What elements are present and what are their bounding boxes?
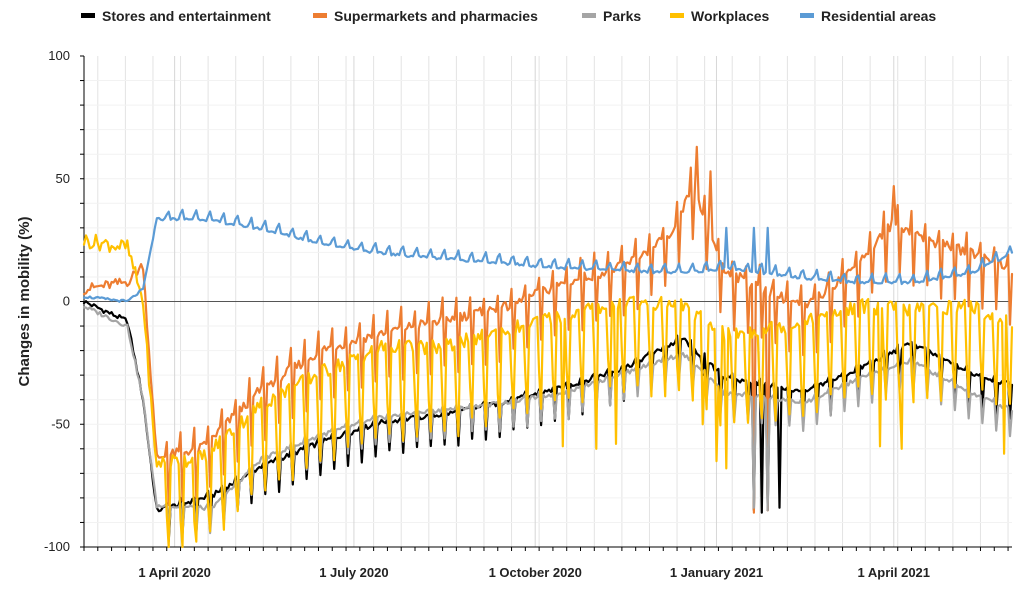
x-tick-label: 1 July 2020 — [319, 565, 388, 580]
y-axis-title-group: Changes in mobility (%) — [16, 216, 33, 386]
y-tick-label: -100 — [44, 539, 70, 554]
y-axis-title: Changes in mobility (%) — [16, 216, 33, 386]
y-tick-label: 100 — [48, 48, 70, 63]
x-tick-label: 1 April 2021 — [858, 565, 931, 580]
series-line — [82, 233, 1014, 549]
x-tick-label: 1 October 2020 — [489, 565, 582, 580]
legend-label: Residential areas — [821, 8, 936, 24]
legend-swatch — [800, 13, 814, 18]
legend: Stores and entertainment Supermarkets and… — [81, 8, 936, 24]
x-tick-label: 1 January 2021 — [670, 565, 763, 580]
y-tick-label: -50 — [51, 416, 70, 431]
series-lines — [82, 145, 1014, 549]
legend-swatch — [670, 13, 684, 18]
y-tick-label: 50 — [56, 171, 70, 186]
legend-label: Stores and entertainment — [102, 8, 271, 24]
legend-swatch — [81, 13, 95, 18]
legend-swatch — [582, 13, 596, 18]
legend-label: Workplaces — [691, 8, 770, 24]
series-line — [82, 208, 1014, 303]
legend-swatch — [313, 13, 327, 18]
y-tick-label: 0 — [63, 294, 70, 309]
x-tick-label: 1 April 2020 — [138, 565, 211, 580]
legend-label: Parks — [603, 8, 641, 24]
legend-label: Supermarkets and pharmacies — [334, 8, 538, 24]
